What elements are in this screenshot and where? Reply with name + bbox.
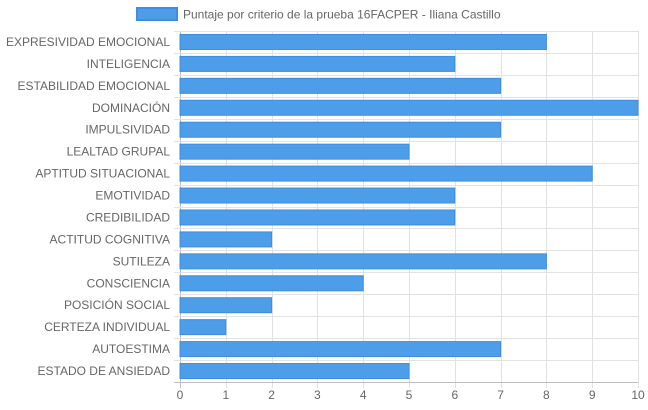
bar[interactable] (179, 253, 547, 270)
category-label: ESTADO DE ANSIEDAD (38, 364, 171, 378)
bar[interactable] (179, 99, 639, 116)
category-labels: EXPRESIVIDAD EMOCIONAL INTELIGENCIA ESTABI… (6, 35, 170, 378)
bar[interactable] (179, 231, 273, 248)
category-label: AUTOESTIMA (92, 342, 170, 356)
bars (179, 33, 639, 380)
x-tick-label: 4 (360, 388, 367, 402)
x-tick-label: 6 (451, 388, 458, 402)
category-label: SUTILEZA (113, 254, 170, 268)
bar[interactable] (179, 297, 273, 314)
bar[interactable] (179, 209, 456, 226)
category-label: INTELIGENCIA (87, 57, 170, 71)
category-label: APTITUD SITUACIONAL (35, 167, 170, 181)
category-label: POSICIÓN SOCIAL (64, 297, 170, 312)
category-label: ACTITUD COGNITIVA (50, 232, 170, 246)
category-label: LEALTAD GRUPAL (67, 145, 171, 159)
category-label: EXPRESIVIDAD EMOCIONAL (6, 35, 170, 49)
bar[interactable] (179, 275, 364, 292)
x-tick-label: 9 (589, 388, 596, 402)
x-tick-label: 2 (268, 388, 275, 402)
category-label: IMPULSIVIDAD (85, 123, 170, 137)
bar[interactable] (179, 121, 502, 138)
x-tick-label: 8 (543, 388, 550, 402)
category-label: ESTABILIDAD EMOCIONAL (18, 79, 171, 93)
bar[interactable] (179, 33, 547, 50)
legend-swatch (136, 7, 178, 21)
x-tick-label: 10 (631, 388, 645, 402)
x-tick-label: 0 (177, 388, 184, 402)
x-axis-ticks: 0 1 2 3 4 5 6 7 8 9 10 (177, 388, 645, 402)
bar[interactable] (179, 187, 456, 204)
bar[interactable] (179, 55, 456, 72)
bar[interactable] (179, 363, 410, 380)
category-label: CERTEZA INDIVIDUAL (44, 320, 170, 334)
category-label: EMOTIVIDAD (95, 189, 170, 203)
category-label: CONSCIENCIA (87, 276, 170, 290)
legend[interactable]: Puntaje por criterio de la prueba 16FACP… (136, 7, 501, 22)
bar[interactable] (179, 143, 410, 160)
x-tick-label: 5 (406, 388, 413, 402)
bar[interactable] (179, 319, 227, 336)
bar[interactable] (179, 165, 593, 182)
x-tick-label: 1 (222, 388, 229, 402)
category-label: CREDIBILIDAD (86, 210, 170, 224)
x-tick-label: 3 (314, 388, 321, 402)
category-label: DOMINACIÓN (92, 100, 170, 115)
bar[interactable] (179, 341, 502, 358)
x-tick-label: 7 (497, 388, 504, 402)
bar[interactable] (179, 77, 502, 94)
legend-label: Puntaje por criterio de la prueba 16FACP… (183, 8, 501, 22)
